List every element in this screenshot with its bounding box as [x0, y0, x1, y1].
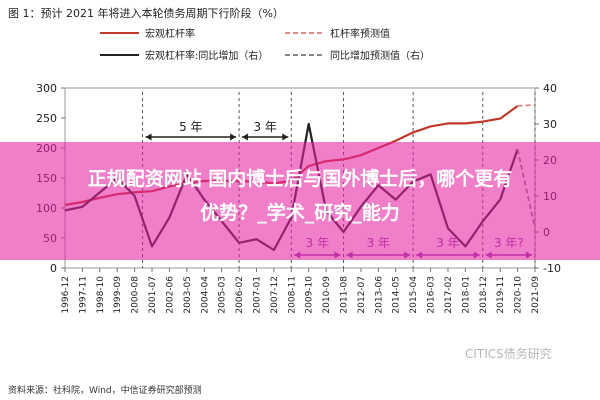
- overlay-line-2: 优势？_学术_研究_能力: [200, 202, 400, 224]
- figure-title: 图 1：预计 2021 年将进入本轮债务周期下行阶段（%）: [8, 7, 284, 20]
- arrowhead-right: [230, 133, 237, 141]
- x-tick-label: 2004-04: [200, 276, 210, 314]
- x-tick-label: 2018-12: [479, 276, 489, 314]
- x-tick-label: 2009-10: [305, 276, 315, 314]
- x-tick-label: 2014-05: [392, 276, 402, 314]
- watermark: CITICS债务研究: [465, 347, 552, 361]
- left-tick-label: 0: [50, 262, 57, 275]
- period-label-2: 3 年: [253, 120, 276, 134]
- overlay-banner: [0, 142, 600, 260]
- x-tick-label: 2015-04: [409, 276, 419, 314]
- x-tick-label: 2007-01: [252, 276, 262, 314]
- x-tick-label: 2012-07: [357, 276, 367, 314]
- x-tick-label: 2013-06: [374, 276, 384, 314]
- legend-label-2: 杠杆率预测值: [330, 27, 390, 40]
- x-tick-label: 2000-08: [131, 276, 141, 314]
- x-tick-label: 2018-01: [461, 276, 471, 314]
- x-tick-label: 2007-12: [270, 276, 280, 314]
- arrowhead-right: [282, 133, 289, 141]
- legend-label-4: 同比增加预测值（右）: [330, 49, 430, 62]
- series-line-2: [517, 103, 536, 107]
- period-label-1: 5 年: [179, 120, 202, 134]
- x-tick-label: 2008-11: [287, 276, 297, 314]
- x-tick-label: 2005-03: [218, 276, 228, 314]
- x-tick-label: 2020-10: [514, 276, 524, 314]
- x-tick-label: 2006-02: [235, 276, 245, 314]
- x-tick-label: 2016-03: [427, 276, 437, 314]
- left-tick-label: 300: [36, 82, 57, 95]
- x-tick-label: 1996-12: [61, 276, 71, 314]
- source-note: 资料来源：社科院，Wind，中信证券研究部预测: [8, 386, 202, 396]
- x-tick-label: 2010-09: [322, 276, 332, 314]
- overlay-line-1: 正规配资网站 国内博士后与国外博士后，哪个更有: [87, 168, 513, 190]
- x-tick-label: 2003-05: [183, 276, 193, 314]
- x-tick-label: 2017-02: [444, 276, 454, 314]
- overlay-caption: 正规配资网站 国内博士后与国外博士后，哪个更有 优势？_学术_研究_能力: [0, 162, 600, 230]
- arrowhead-left: [145, 133, 152, 141]
- x-tick-label: 1998-10: [96, 276, 106, 314]
- arrowhead-left: [242, 133, 249, 141]
- x-tick-label: 2011-08: [340, 276, 350, 314]
- x-tick-label: 2019-11: [496, 276, 506, 314]
- left-tick-label: 250: [36, 112, 57, 125]
- right-tick-label: 30: [543, 118, 557, 131]
- legend-label-3: 宏观杠杆率:同比增加（右）: [145, 49, 268, 62]
- x-tick-label: 2021-09: [531, 276, 541, 314]
- x-tick-label: 1997-11: [78, 276, 88, 314]
- x-tick-label: 1999-09: [113, 276, 123, 314]
- x-tick-label: 2002-06: [165, 276, 175, 314]
- x-tick-label: 2001-07: [148, 276, 158, 314]
- right-tick-label: 40: [543, 82, 557, 95]
- legend-label-1: 宏观杠杆率: [145, 27, 195, 40]
- right-tick-label: -10: [543, 262, 561, 275]
